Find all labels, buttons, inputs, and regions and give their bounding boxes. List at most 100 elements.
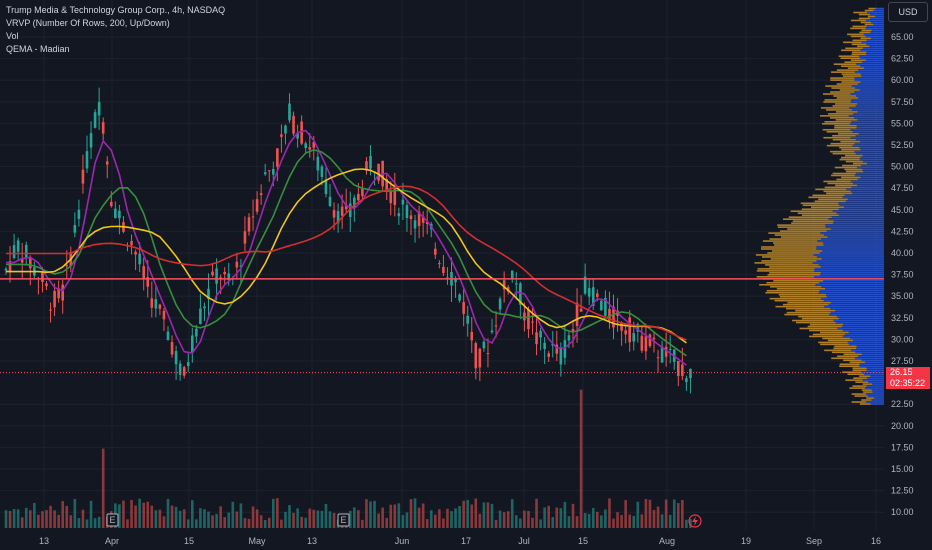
candle-body bbox=[624, 330, 627, 335]
vp-bar-up bbox=[858, 355, 884, 358]
vp-bar-up bbox=[852, 130, 884, 133]
vrvp-indicator-label[interactable]: VRVP (Number Of Rows, 200, Up/Down) bbox=[6, 18, 170, 28]
candle-body bbox=[211, 271, 214, 276]
vp-bar-down bbox=[852, 162, 867, 165]
vp-bar-up bbox=[862, 379, 884, 381]
candle-body bbox=[361, 188, 364, 197]
vp-bar-up bbox=[855, 138, 884, 141]
volume-indicator-label[interactable]: Vol bbox=[6, 31, 19, 41]
candle-body bbox=[118, 210, 121, 219]
vp-bar-down bbox=[844, 61, 863, 64]
volume-bar bbox=[543, 507, 546, 528]
vp-bar-down bbox=[799, 327, 838, 330]
volume-bar bbox=[361, 519, 364, 528]
vp-bar-down bbox=[830, 174, 855, 177]
vp-bar-down bbox=[834, 126, 857, 129]
symbol-title[interactable]: Trump Media & Technology Group Corp., 4h… bbox=[6, 5, 226, 15]
earnings-marker-label: E bbox=[340, 515, 346, 525]
volume-bar bbox=[587, 513, 591, 528]
volume-bar bbox=[203, 509, 206, 528]
volume-bar bbox=[405, 512, 409, 528]
vp-bar-up bbox=[844, 333, 884, 336]
volume-bar bbox=[49, 505, 52, 528]
volume-bar bbox=[462, 500, 465, 528]
vp-bar-down bbox=[861, 29, 872, 32]
vp-bar-down bbox=[830, 77, 855, 79]
vp-bar-down bbox=[771, 250, 823, 252]
candle-body bbox=[365, 161, 368, 171]
x-tick-label: 13 bbox=[39, 536, 49, 546]
vp-bar-up bbox=[856, 126, 884, 129]
candle-body bbox=[640, 335, 644, 351]
vp-bar-down bbox=[859, 403, 871, 405]
volume-bar bbox=[442, 518, 445, 528]
candle-body bbox=[292, 115, 295, 134]
candle-body bbox=[421, 216, 425, 223]
vp-bar-up bbox=[871, 37, 884, 40]
volume-bar bbox=[146, 501, 150, 528]
volume-bar bbox=[401, 514, 405, 528]
volume-bar bbox=[162, 516, 166, 528]
candle-body bbox=[227, 273, 231, 280]
vp-bar-up bbox=[861, 75, 884, 77]
vp-bar-up bbox=[815, 283, 884, 286]
candle-body bbox=[12, 245, 16, 259]
vp-bar-down bbox=[791, 222, 833, 224]
volume-bar bbox=[267, 517, 271, 528]
vp-bar-up bbox=[850, 136, 884, 139]
vp-bar-down bbox=[859, 375, 871, 377]
vp-bar-up bbox=[860, 49, 884, 52]
volume-bar bbox=[332, 512, 336, 528]
vp-bar-down bbox=[867, 15, 876, 18]
vp-bar-down bbox=[843, 359, 862, 362]
vp-bar-down bbox=[858, 17, 871, 20]
vp-bar-down bbox=[847, 373, 864, 375]
vp-bar-up bbox=[830, 311, 884, 314]
vp-bar-down bbox=[833, 347, 857, 350]
vp-bar-up bbox=[831, 216, 884, 219]
qema-indicator-label[interactable]: QEMA - Madian bbox=[6, 44, 70, 54]
y-tick-label: 20.00 bbox=[891, 421, 914, 431]
x-tick-label: 13 bbox=[307, 536, 317, 546]
x-tick-label: Apr bbox=[105, 536, 119, 546]
vp-bar-up bbox=[870, 13, 884, 16]
volume-bar bbox=[324, 503, 328, 528]
vp-bar-down bbox=[778, 293, 827, 296]
last-price-value: 26.15 bbox=[890, 367, 913, 377]
vp-bar-up bbox=[867, 11, 884, 14]
vp-bar-down bbox=[830, 79, 855, 81]
vp-bar-up bbox=[875, 15, 884, 18]
vp-bar-down bbox=[831, 87, 856, 89]
vp-bar-down bbox=[850, 35, 866, 38]
currency-button[interactable]: USD bbox=[888, 2, 928, 22]
vp-bar-down bbox=[843, 41, 862, 44]
volume-bar bbox=[150, 505, 154, 528]
vp-bar-up bbox=[870, 31, 884, 34]
vp-bar-down bbox=[776, 287, 826, 290]
candle-body bbox=[97, 102, 101, 116]
volume-bar bbox=[652, 509, 656, 528]
vp-bar-down bbox=[820, 343, 849, 346]
y-tick-label: 35.00 bbox=[891, 291, 914, 301]
vp-bar-up bbox=[860, 65, 884, 67]
vp-bar-up bbox=[866, 367, 884, 370]
candle-body bbox=[486, 353, 490, 355]
volume-bar bbox=[664, 499, 668, 528]
candle-body bbox=[142, 266, 145, 279]
vp-bar-up bbox=[850, 93, 884, 95]
volume-bar bbox=[227, 512, 231, 528]
vp-bar-down bbox=[795, 309, 836, 312]
volume-bar bbox=[24, 507, 28, 528]
candle-body bbox=[130, 241, 133, 246]
volume-bar bbox=[33, 502, 36, 528]
candle-body bbox=[114, 208, 117, 219]
candle-body bbox=[442, 266, 445, 274]
volume-bar bbox=[101, 448, 105, 528]
vp-bar-up bbox=[861, 353, 884, 356]
volume-profile bbox=[754, 7, 884, 405]
vp-bar-down bbox=[773, 279, 824, 282]
y-tick-label: 62.50 bbox=[891, 54, 914, 64]
vp-bar-down bbox=[824, 99, 852, 101]
earnings-marker-box bbox=[106, 513, 119, 527]
